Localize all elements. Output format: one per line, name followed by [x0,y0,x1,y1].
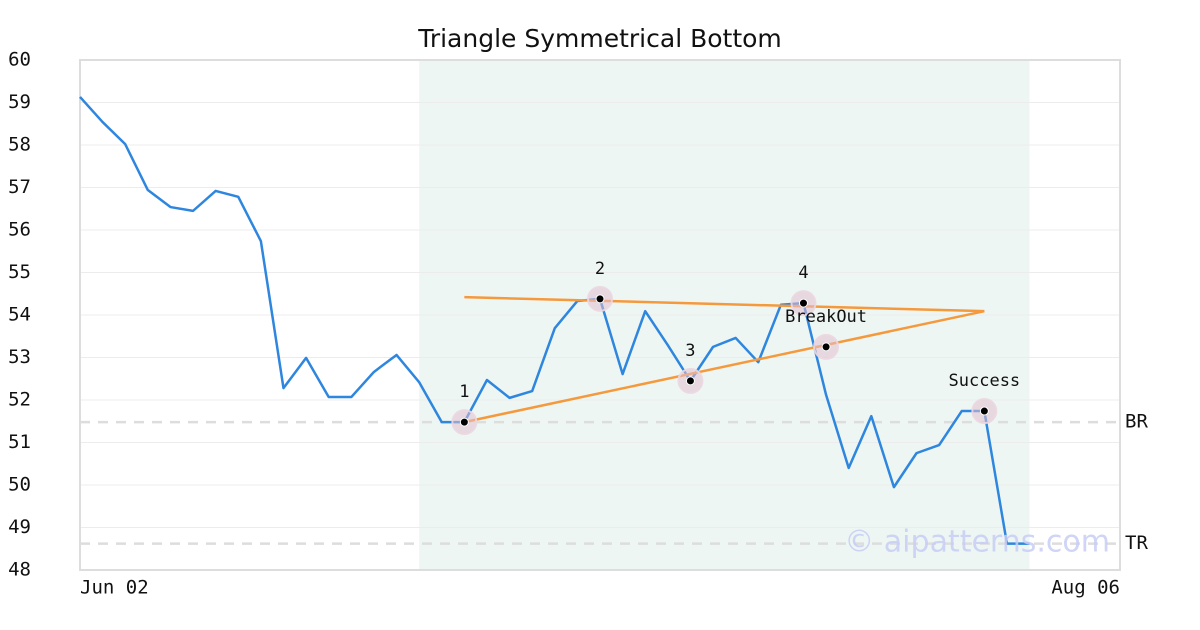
x-tick-label: Jun 02 [80,577,149,599]
y-tick-label: 52 [8,389,31,411]
y-tick-label: 48 [8,559,31,581]
y-tick-label: 49 [8,516,31,538]
marker-label: Success [949,371,1021,391]
y-tick-label: 51 [8,431,31,453]
y-tick-label: 54 [8,304,31,326]
marker-dot [821,342,831,352]
chart-title: Triangle Symmetrical Bottom [417,24,782,53]
marker-dot [798,298,808,308]
price-line [79,96,1030,545]
y-tick-label: 60 [8,49,31,71]
marker-label: 1 [459,382,469,402]
trendline [464,309,985,424]
marker-label: BreakOut [785,307,867,327]
x-tick-label: Aug 06 [1051,577,1120,599]
trendline [464,295,985,313]
marker-dot [595,294,605,304]
marker-label: 3 [685,341,695,361]
y-tick-label: 56 [8,219,31,241]
y-tick-label: 57 [8,176,31,198]
watermark: © aipatterns.com [844,525,1110,560]
reference-label: TR [1125,532,1148,554]
plot-frame [79,59,1121,571]
marker-label: 2 [595,259,605,279]
marker-label: 4 [798,263,808,283]
reference-label: BR [1125,411,1148,433]
y-tick-label: 59 [8,91,31,113]
y-tick-label: 55 [8,261,31,283]
marker-dot [685,376,695,386]
y-tick-label: 50 [8,474,31,496]
y-tick-label: 58 [8,134,31,156]
marker-dot [979,406,989,416]
y-tick-label: 53 [8,346,31,368]
marker-dot [459,417,469,427]
